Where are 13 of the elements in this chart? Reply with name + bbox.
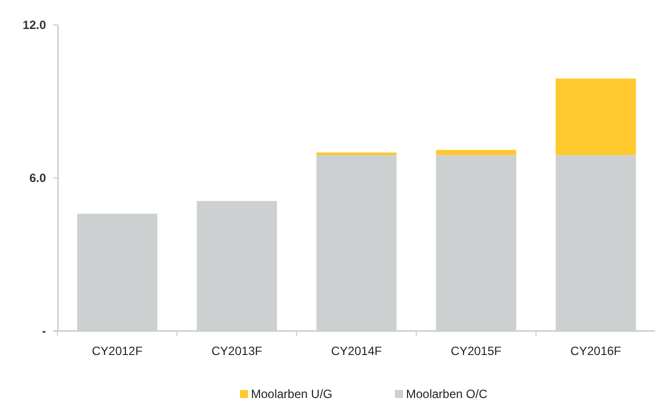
x-tick-label: CY2013F bbox=[212, 344, 262, 358]
bar bbox=[316, 152, 397, 156]
x-tick-label: CY2016F bbox=[570, 344, 622, 358]
x-tick-label: CY2015F bbox=[450, 344, 502, 358]
legend-label: Moolarben O/C bbox=[406, 387, 488, 401]
bar bbox=[436, 150, 516, 156]
bar bbox=[556, 78, 636, 156]
legend-label: Moolarben U/G bbox=[251, 387, 332, 401]
y-tick-label: - bbox=[42, 324, 46, 338]
y-tick-label: 6.0 bbox=[29, 171, 46, 186]
x-tick-label: CY2012F bbox=[92, 344, 143, 358]
y-tick-label: 12.0 bbox=[22, 18, 46, 32]
x-tick-label: CY2014F bbox=[331, 344, 382, 358]
